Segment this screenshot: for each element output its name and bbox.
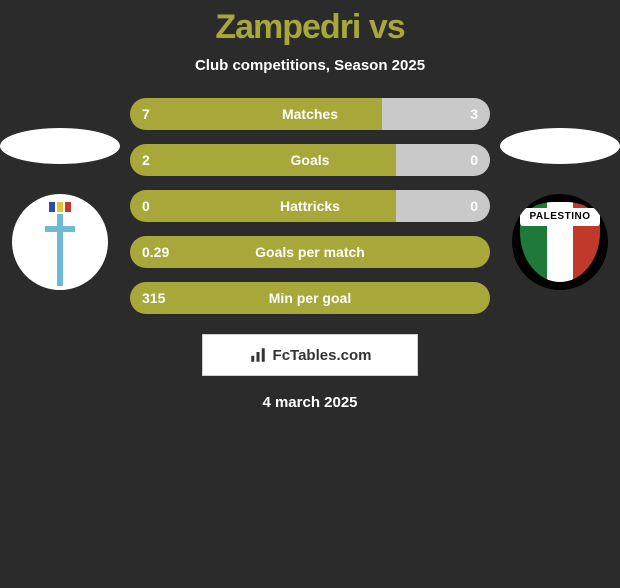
stat-bar-left: [130, 98, 382, 130]
stat-bar-left: [130, 144, 396, 176]
stat-row: Goals20: [130, 144, 490, 176]
comparison-title: Zampedri vs: [0, 8, 620, 47]
stat-bar-left: [130, 236, 490, 268]
stats-rows: Matches73 Goals20 Hattricks00 Goals per mat…: [130, 98, 490, 314]
stat-bar-left: [130, 190, 396, 222]
uc-cross-vertical: [57, 214, 63, 286]
palestino-banner: PALESTINO: [520, 208, 600, 226]
stat-bar-right: [396, 190, 490, 222]
chart-icon: [249, 346, 267, 364]
stat-row: Matches73: [130, 98, 490, 130]
uc-cross-horizontal: [45, 226, 75, 232]
brand-text: FcTables.com: [273, 347, 372, 364]
stat-row: Min per goal315: [130, 282, 490, 314]
brand-footer: FcTables.com: [202, 334, 418, 376]
comparison-date: 4 march 2025: [0, 394, 620, 411]
stat-bar-right: [396, 144, 490, 176]
club-left-column: [0, 128, 120, 290]
comparison-subtitle: Club competitions, Season 2025: [0, 57, 620, 74]
player-ellipse-left: [0, 128, 120, 164]
stat-row: Hattricks00: [130, 190, 490, 222]
uc-flag-bars: [48, 202, 72, 212]
club-right-column: PALESTINO: [500, 128, 620, 290]
stat-row: Goals per match0.29: [130, 236, 490, 268]
club-badge-left: [12, 194, 108, 290]
stat-bar-right: [382, 98, 490, 130]
player-ellipse-right: [500, 128, 620, 164]
stat-bar-left: [130, 282, 490, 314]
club-badge-right: PALESTINO: [512, 194, 608, 290]
